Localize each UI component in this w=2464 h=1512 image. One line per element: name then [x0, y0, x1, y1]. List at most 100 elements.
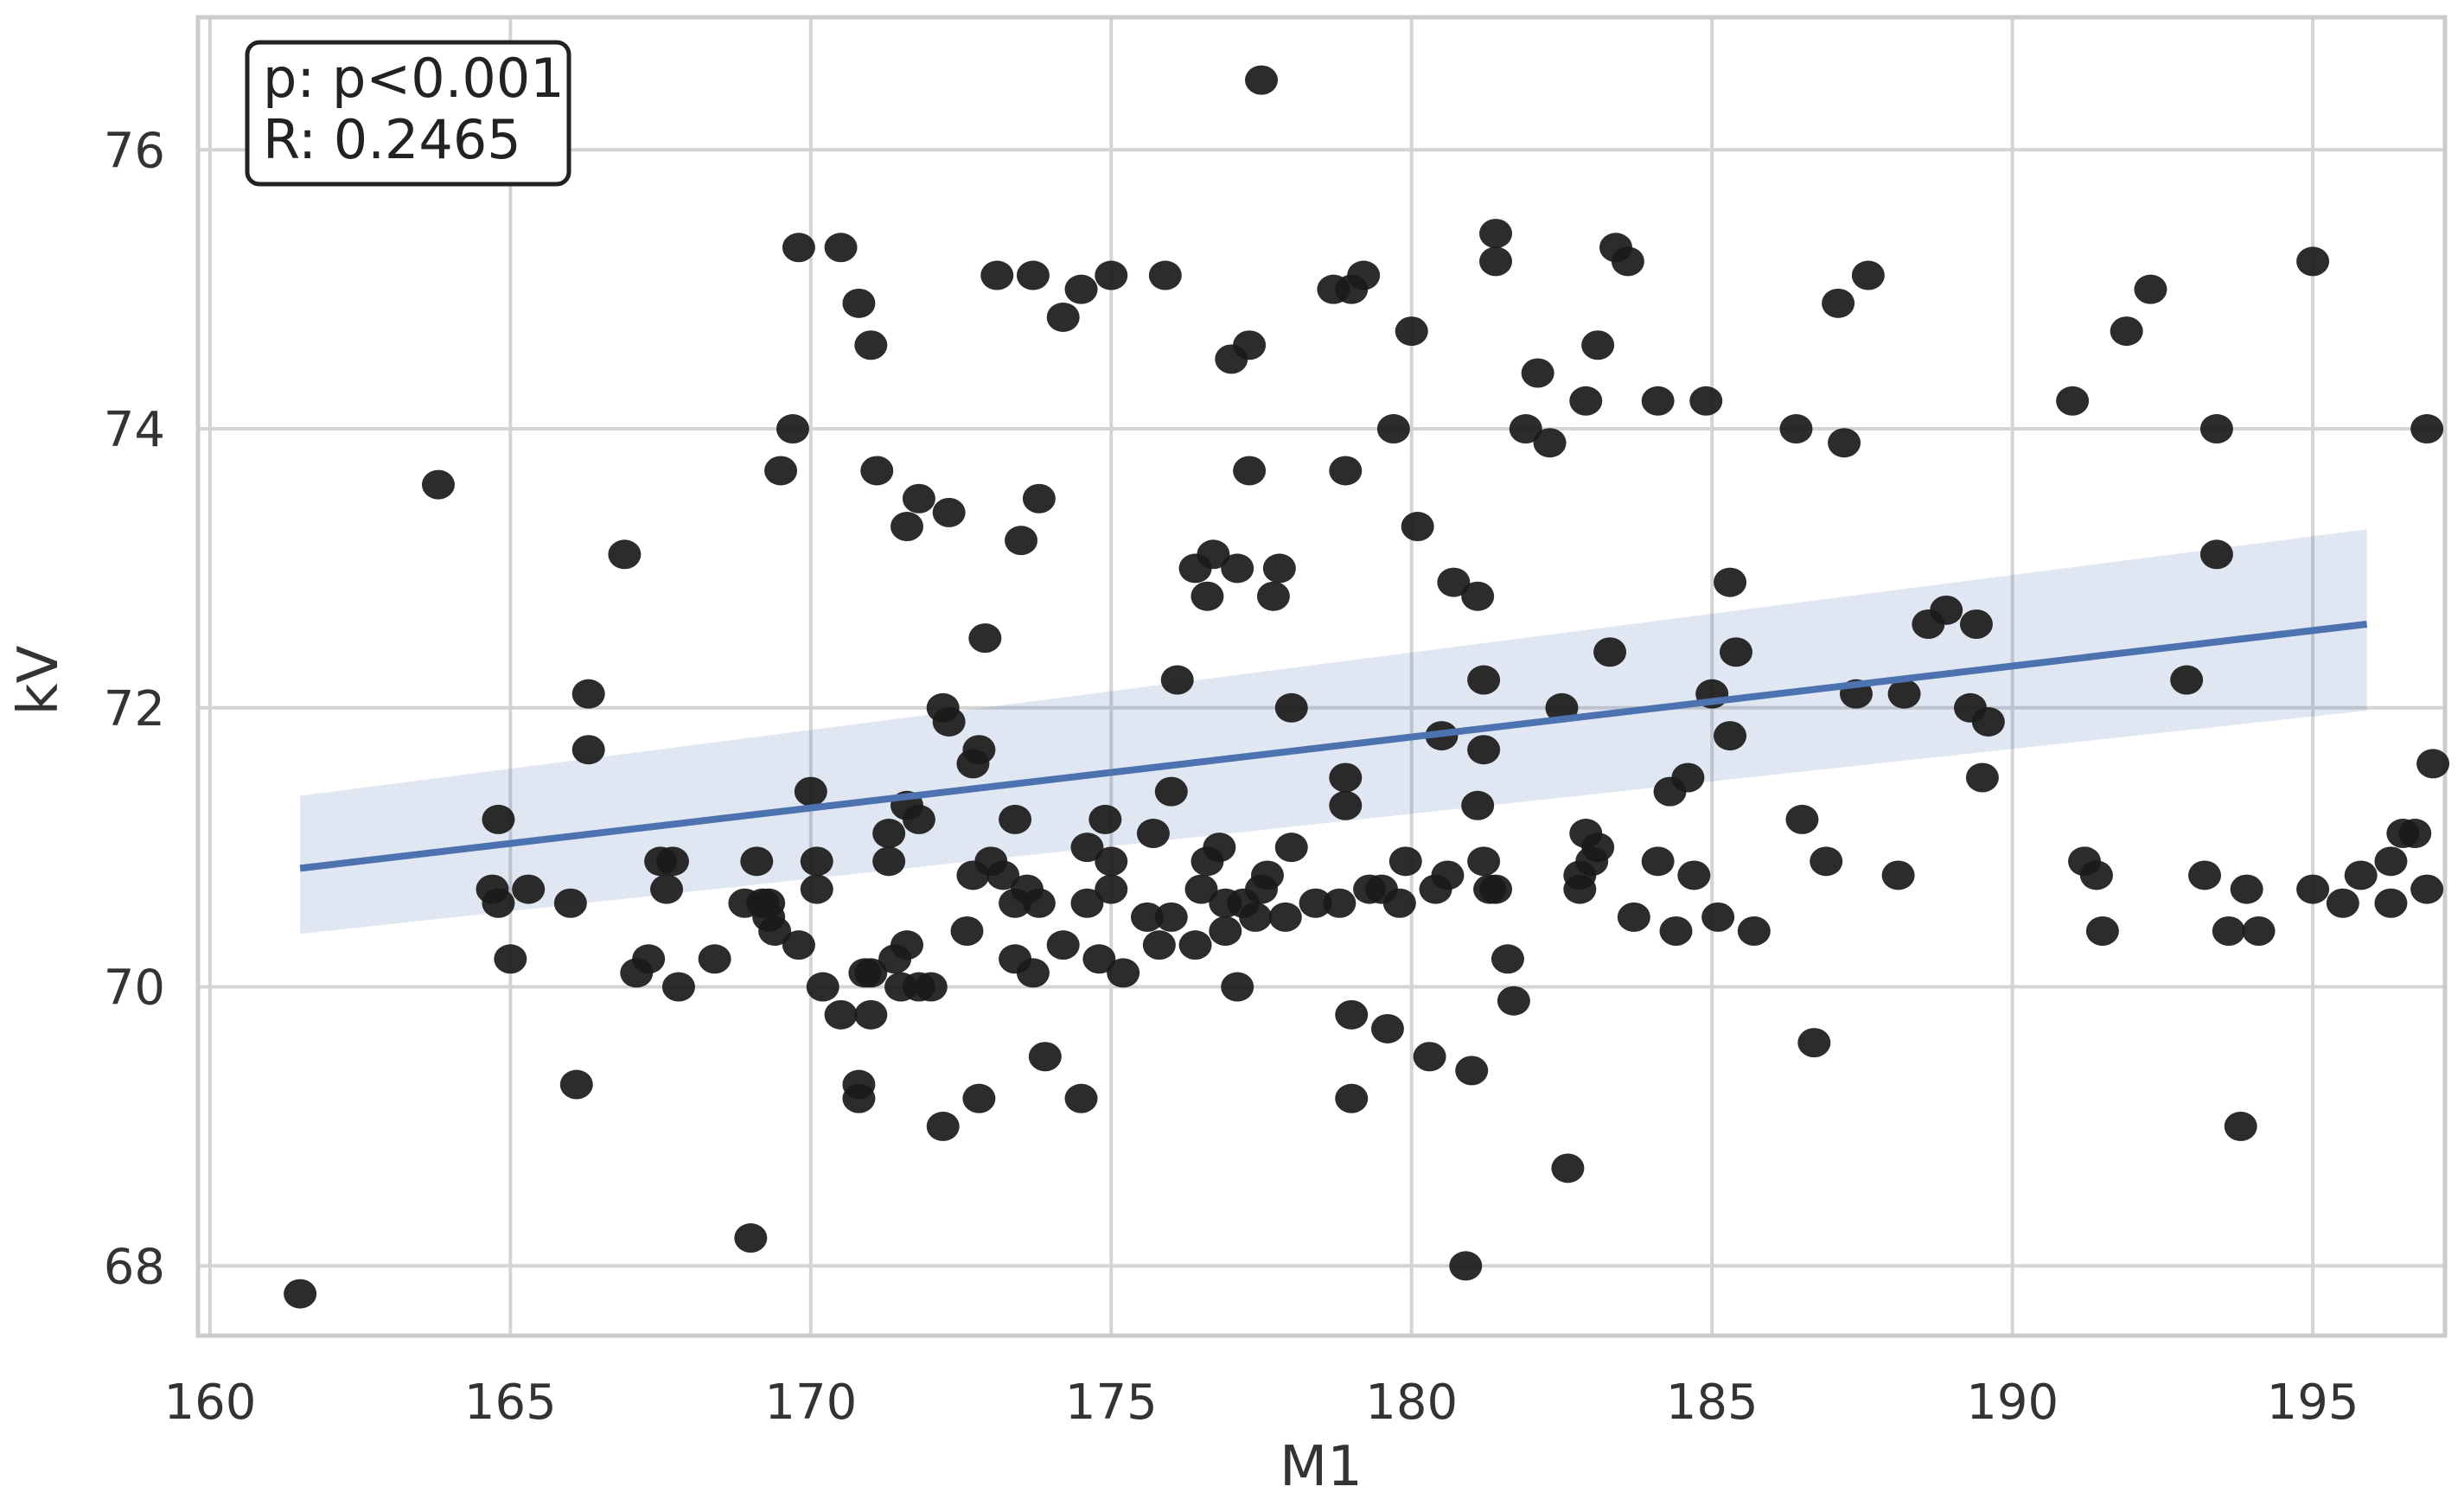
data-point: [1467, 846, 1501, 877]
data-point: [1388, 846, 1422, 877]
data-point: [854, 999, 888, 1030]
x-tick-label: 185: [1666, 1375, 1759, 1431]
data-point: [2188, 860, 2222, 890]
data-point: [872, 846, 906, 877]
data-point: [1851, 260, 1885, 290]
data-point: [1299, 888, 1332, 918]
data-point: [1250, 860, 1284, 890]
data-point: [1095, 846, 1128, 877]
data-point: [1714, 567, 1747, 597]
data-point: [698, 944, 731, 974]
data-point: [1714, 721, 1747, 751]
data-point: [1016, 260, 1050, 290]
data-point: [1395, 316, 1428, 347]
data-point: [2344, 860, 2378, 890]
data-point: [824, 233, 858, 263]
scatter-points: [284, 65, 2450, 1309]
data-point: [1245, 65, 1279, 95]
data-point: [1130, 902, 1164, 932]
data-point: [571, 735, 605, 765]
data-point: [1233, 456, 1267, 486]
data-point: [1095, 874, 1128, 904]
data-point: [902, 483, 935, 514]
data-point: [854, 958, 888, 988]
data-point: [999, 804, 1032, 834]
data-point: [2230, 874, 2263, 904]
data-point: [842, 288, 876, 318]
data-point: [1611, 246, 1644, 277]
data-point: [1335, 1083, 1369, 1113]
data-point: [1329, 762, 1363, 793]
data-point: [1521, 358, 1554, 388]
data-point: [1274, 692, 1308, 723]
data-point: [1239, 902, 1273, 932]
data-point: [926, 1111, 960, 1141]
data-point: [740, 846, 774, 877]
data-point: [1659, 916, 1693, 947]
p-value-label: p: p<0.001: [263, 47, 565, 110]
data-point: [2212, 916, 2245, 947]
x-tick-label: 175: [1065, 1375, 1158, 1431]
data-point: [1178, 930, 1212, 960]
data-point: [421, 469, 455, 500]
stats-annotation: p: p<0.001 R: 0.2465: [245, 40, 571, 187]
data-point: [1461, 581, 1495, 611]
data-point: [1641, 846, 1675, 877]
data-point: [1737, 916, 1771, 947]
data-point: [782, 233, 815, 263]
data-point: [800, 874, 833, 904]
data-point: [632, 944, 666, 974]
data-point: [764, 456, 798, 486]
data-point: [2374, 846, 2408, 877]
data-point: [2170, 665, 2204, 695]
x-tick-label: 170: [764, 1375, 857, 1431]
data-point: [494, 944, 527, 974]
data-point: [1449, 1251, 1483, 1281]
data-point: [1064, 274, 1098, 304]
data-point: [1262, 553, 1296, 584]
data-point: [872, 819, 906, 849]
data-point: [2199, 539, 2233, 570]
data-point: [1971, 706, 2005, 737]
data-point: [553, 888, 587, 918]
x-tick-label: 180: [1365, 1375, 1458, 1431]
data-point: [1797, 1028, 1831, 1058]
data-point: [1785, 804, 1819, 834]
data-point: [1593, 637, 1627, 667]
data-point: [571, 679, 605, 709]
data-point: [1209, 916, 1242, 947]
x-tick-label: 165: [464, 1375, 557, 1431]
data-point: [890, 930, 924, 960]
data-point: [1160, 665, 1194, 695]
data-point: [1046, 930, 1080, 960]
data-point: [1810, 846, 1843, 877]
data-point: [1221, 553, 1254, 584]
data-point: [734, 1223, 768, 1254]
data-point: [1581, 330, 1615, 360]
data-point: [758, 916, 792, 947]
data-point: [1719, 637, 1752, 667]
data-point: [1617, 902, 1650, 932]
data-point: [1455, 1056, 1489, 1086]
x-axis-ticks: 160 165 170 175 180 185 190 195: [163, 1375, 2359, 1431]
data-point: [968, 623, 1002, 654]
data-point: [2416, 749, 2450, 779]
y-tick-label: 74: [104, 402, 165, 458]
data-point: [1689, 386, 1723, 416]
data-point: [1016, 958, 1050, 988]
data-point: [860, 456, 894, 486]
data-point: [2224, 1111, 2257, 1141]
data-point: [512, 874, 546, 904]
data-point: [1401, 512, 1434, 542]
data-point: [2110, 316, 2143, 347]
data-point: [1329, 790, 1363, 820]
data-point: [1064, 1083, 1098, 1113]
data-point: [1701, 902, 1735, 932]
data-point: [1274, 833, 1308, 863]
data-point: [1887, 679, 1921, 709]
data-point: [2296, 874, 2330, 904]
y-tick-label: 72: [104, 681, 165, 737]
data-point: [1641, 386, 1675, 416]
data-point: [1376, 414, 1410, 444]
